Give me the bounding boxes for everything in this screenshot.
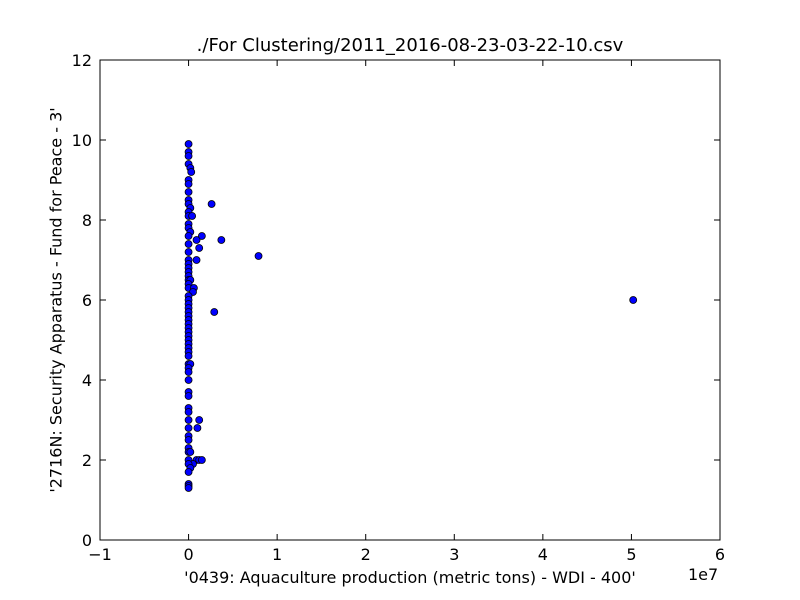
x-tick-label: 0 — [183, 545, 193, 564]
y-tick-label: 0 — [82, 531, 92, 550]
data-point — [184, 424, 193, 432]
data-point — [195, 244, 204, 252]
data-point — [184, 368, 193, 376]
data-point — [195, 416, 204, 424]
data-point — [184, 468, 193, 476]
data-point — [184, 140, 193, 148]
data-point — [184, 436, 193, 444]
data-point — [184, 180, 193, 188]
data-point — [184, 248, 193, 256]
y-tick-label: 2 — [82, 451, 92, 470]
x-tick-label: 5 — [626, 545, 636, 564]
x-axis-label: '0439: Aquaculture production (metric to… — [184, 568, 636, 587]
data-point — [186, 448, 195, 456]
data-point — [184, 352, 193, 360]
data-points — [184, 140, 638, 492]
data-point — [197, 456, 206, 464]
chart-title: ./For Clustering/2011_2016-08-23-03-22-1… — [196, 35, 624, 56]
data-point — [184, 376, 193, 384]
data-point — [188, 212, 197, 220]
data-point — [254, 252, 263, 260]
data-point — [192, 236, 201, 244]
y-tick-label: 4 — [82, 371, 92, 390]
x-tick-label: 6 — [715, 545, 725, 564]
data-point — [184, 232, 193, 240]
data-point — [207, 200, 216, 208]
y-axis-label: '2716N: Security Apparatus - Fund for Pe… — [46, 107, 66, 493]
y-tick-label: 10 — [72, 131, 92, 150]
y-tick-label: 6 — [82, 291, 92, 310]
y-tick-label: 8 — [82, 211, 92, 230]
data-point — [184, 416, 193, 424]
data-point — [184, 152, 193, 160]
data-point — [193, 424, 202, 432]
axes-frame — [99, 59, 721, 541]
data-point — [187, 168, 196, 176]
y-tick-label: 12 — [72, 51, 92, 70]
x-tick-label: 2 — [361, 545, 371, 564]
x-tick-label: 3 — [449, 545, 459, 564]
data-point — [192, 256, 201, 264]
data-point — [210, 308, 219, 316]
data-point — [184, 188, 193, 196]
data-point — [184, 240, 193, 248]
data-point — [184, 484, 193, 492]
data-point — [197, 232, 206, 240]
data-point — [184, 392, 193, 400]
x-axis-offset-label: 1e7 — [688, 565, 719, 584]
x-tick-label: 4 — [538, 545, 548, 564]
x-tick-label: 1 — [272, 545, 282, 564]
data-point — [629, 296, 638, 304]
data-point — [184, 408, 193, 416]
data-point — [217, 236, 226, 244]
x-tick-label: −1 — [88, 545, 112, 564]
